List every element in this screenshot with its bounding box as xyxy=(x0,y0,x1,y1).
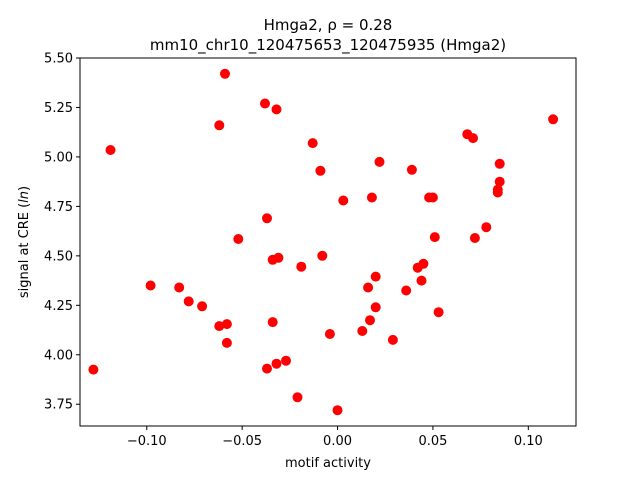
data-point-37 xyxy=(401,285,412,296)
data-point-7 xyxy=(214,321,225,332)
data-point-14 xyxy=(262,363,272,374)
data-point-32 xyxy=(366,192,377,203)
data-point-13 xyxy=(262,213,272,224)
y-tick-label: 3.75 xyxy=(44,398,73,413)
x-tick-label: 0.05 xyxy=(418,434,447,449)
x-tick-label: −0.05 xyxy=(222,434,262,449)
y-axis-label-prefix: signal at CRE ( xyxy=(17,203,32,298)
data-point-8 xyxy=(221,319,232,330)
data-point-0 xyxy=(88,364,99,375)
data-point-16 xyxy=(267,317,278,328)
chart-title-line1: Hmga2, ρ = 0.28 xyxy=(264,16,393,34)
data-point-44 xyxy=(429,232,440,243)
data-point-24 xyxy=(315,165,326,176)
y-tick-label: 5.25 xyxy=(44,101,73,116)
data-point-17 xyxy=(271,104,282,115)
data-point-30 xyxy=(363,282,374,293)
data-point-52 xyxy=(494,158,505,169)
data-point-41 xyxy=(418,258,429,269)
data-point-23 xyxy=(307,138,318,149)
data-point-18 xyxy=(273,252,284,263)
data-point-33 xyxy=(370,271,381,282)
y-tick-label: 4.50 xyxy=(44,249,73,264)
y-tick-label: 4.00 xyxy=(44,348,73,363)
chart-title-line2: mm10_chr10_120475653_120475935 (Hmga2) xyxy=(150,36,506,55)
data-point-11 xyxy=(233,234,244,244)
x-axis-label: motif activity xyxy=(285,456,371,471)
y-axis-label-italic: ln xyxy=(17,191,32,203)
y-tick-label: 5.50 xyxy=(44,52,73,67)
data-point-5 xyxy=(197,301,208,312)
data-point-49 xyxy=(481,222,492,233)
data-point-25 xyxy=(317,250,328,261)
data-point-43 xyxy=(427,192,438,203)
data-point-9 xyxy=(221,337,232,348)
data-point-4 xyxy=(183,296,194,307)
data-point-20 xyxy=(281,355,291,366)
x-tick-label: 0.10 xyxy=(514,434,543,449)
chart-title-prefix: Hmga2, xyxy=(264,16,328,34)
points-layer xyxy=(88,68,559,416)
x-axis: −0.10 −0.05 0.00 0.05 0.10 xyxy=(127,426,543,449)
data-point-28 xyxy=(338,195,349,206)
data-point-54 xyxy=(548,114,559,125)
data-point-26 xyxy=(324,329,335,339)
data-point-12 xyxy=(260,98,270,109)
chart-title-rho: ρ = 0.28 xyxy=(327,16,392,34)
data-point-27 xyxy=(332,405,343,416)
data-point-40 xyxy=(416,275,427,286)
data-point-29 xyxy=(357,326,368,336)
data-point-53 xyxy=(494,176,505,187)
y-axis-label: signal at CRE (ln) xyxy=(17,186,32,298)
data-point-22 xyxy=(296,261,307,272)
y-tick-label: 4.75 xyxy=(44,200,73,215)
data-point-31 xyxy=(365,315,375,326)
data-point-3 xyxy=(174,282,185,293)
data-point-21 xyxy=(292,392,303,403)
data-point-48 xyxy=(469,233,480,243)
data-point-10 xyxy=(220,68,230,79)
y-axis-label-suffix: ) xyxy=(17,186,32,191)
data-point-2 xyxy=(145,280,156,291)
x-tick-label: 0.00 xyxy=(323,434,352,449)
data-point-47 xyxy=(468,133,478,144)
data-point-1 xyxy=(105,145,116,155)
plot-frame xyxy=(79,57,577,427)
data-point-19 xyxy=(271,358,282,369)
data-point-36 xyxy=(387,334,398,345)
data-point-51 xyxy=(492,187,503,198)
y-tick-label: 4.25 xyxy=(44,299,73,314)
y-tick-label: 5.00 xyxy=(44,150,73,165)
data-point-34 xyxy=(370,302,381,313)
x-tick-label: −0.10 xyxy=(127,434,167,449)
y-axis: 3.75 4.00 4.25 4.50 4.75 5.00 5.25 5.50 xyxy=(44,52,80,413)
data-point-35 xyxy=(374,156,385,167)
data-point-38 xyxy=(406,164,417,175)
data-point-45 xyxy=(433,307,444,318)
data-point-6 xyxy=(214,120,225,131)
